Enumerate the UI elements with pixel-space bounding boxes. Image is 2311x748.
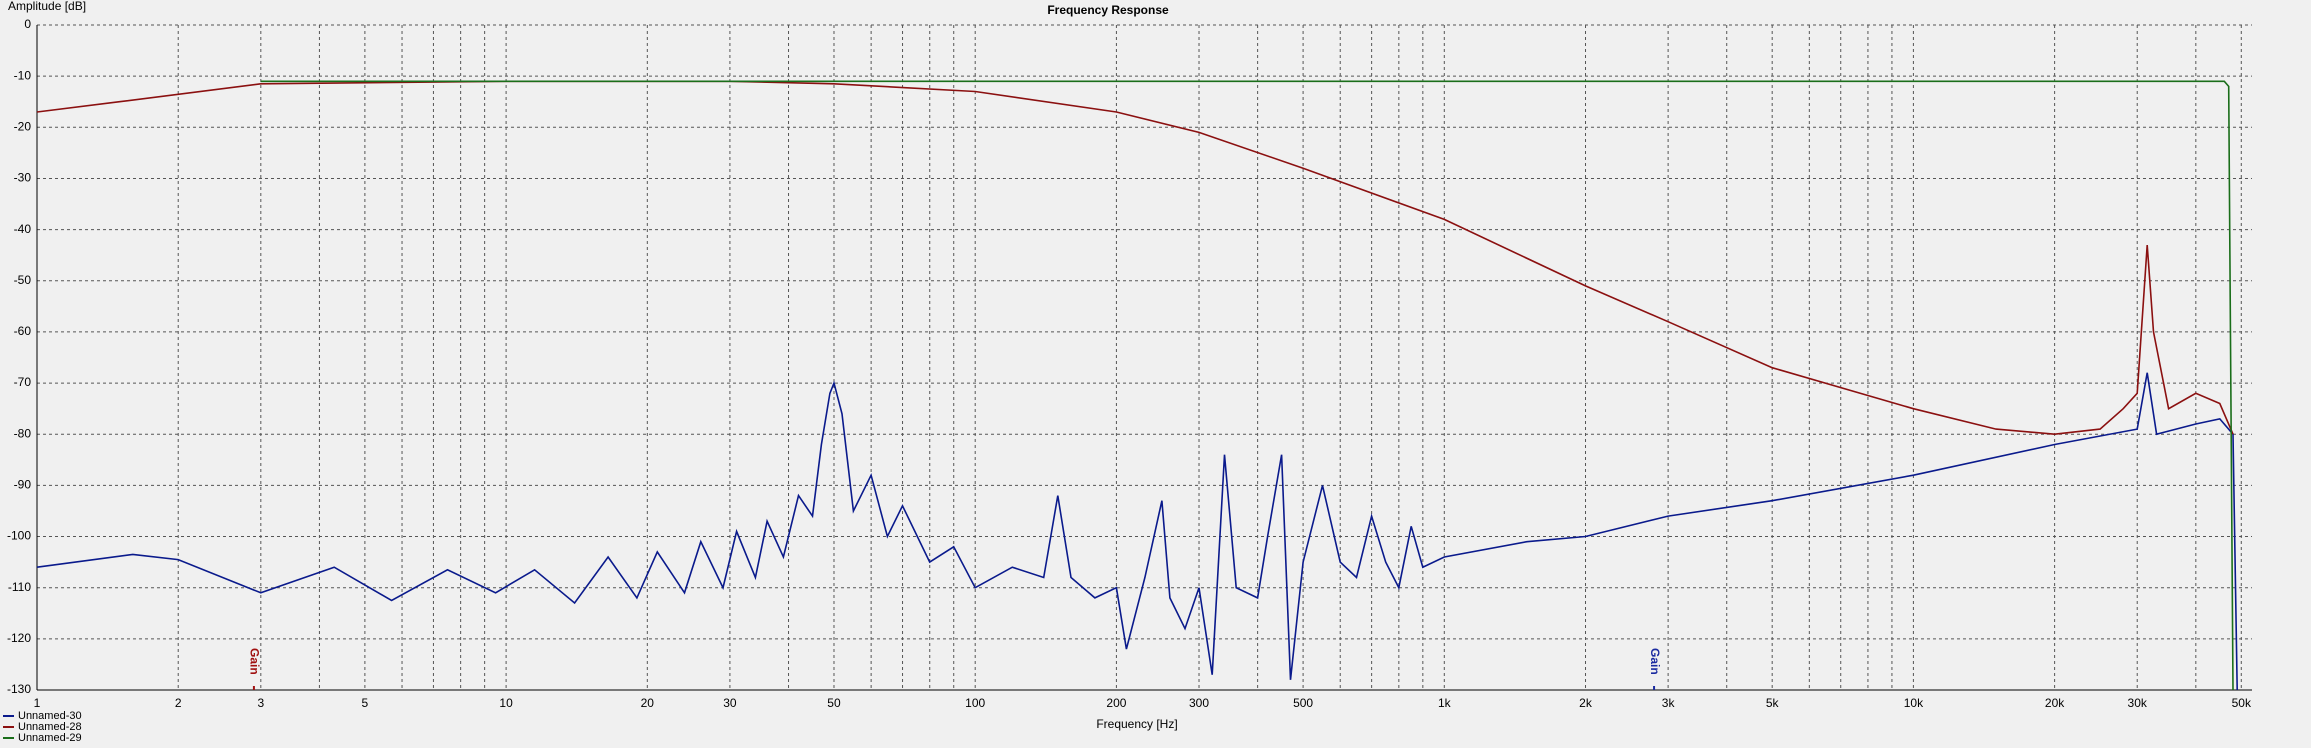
x-tick-label: 50 <box>827 696 841 710</box>
marker-label: Gain <box>1648 648 1662 675</box>
marker-label: Gain <box>248 648 262 675</box>
x-tick-label: 500 <box>1293 696 1313 710</box>
x-tick-label: 10k <box>1904 696 1924 710</box>
x-tick-label: 10 <box>499 696 513 710</box>
y-tick-label: -90 <box>14 478 32 492</box>
x-tick-label: 300 <box>1189 696 1209 710</box>
legend-label: Unnamed-28 <box>18 721 82 733</box>
legend-label: Unnamed-29 <box>18 732 82 743</box>
y-tick-label: -40 <box>14 222 32 236</box>
y-tick-label: -80 <box>14 426 32 440</box>
legend-label: Unnamed-30 <box>18 710 82 722</box>
y-tick-label: -70 <box>14 375 32 389</box>
y-tick-label: -100 <box>7 529 31 543</box>
x-tick-label: 5k <box>1766 696 1780 710</box>
x-tick-label: 1k <box>1438 696 1452 710</box>
x-tick-label: 30k <box>2128 696 2148 710</box>
y-tick-label: -60 <box>14 324 32 338</box>
x-tick-label: 2 <box>175 696 182 710</box>
x-tick-label: 200 <box>1106 696 1126 710</box>
x-tick-label: 50k <box>2232 696 2252 710</box>
y-tick-label: 0 <box>24 17 31 31</box>
x-axis-label: Frequency [Hz] <box>1096 717 1177 731</box>
y-tick-label: -20 <box>14 119 32 133</box>
x-tick-label: 30 <box>723 696 737 710</box>
y-tick-label: -130 <box>7 682 31 696</box>
y-tick-label: -30 <box>14 171 32 185</box>
x-tick-label: 100 <box>965 696 985 710</box>
x-tick-label: 3k <box>1662 696 1676 710</box>
series-line <box>36 372 2238 691</box>
y-tick-label: -50 <box>14 273 32 287</box>
x-tick-label: 2k <box>1579 696 1593 710</box>
x-tick-label: 3 <box>257 696 264 710</box>
x-tick-label: 20 <box>641 696 655 710</box>
y-tick-label: -10 <box>14 68 32 82</box>
x-tick-label: 5 <box>362 696 369 710</box>
series-line <box>260 80 2234 691</box>
plot-area <box>37 25 2252 690</box>
y-tick-label: -110 <box>8 580 31 594</box>
x-tick-label: 1 <box>34 696 41 710</box>
y-tick-label: -120 <box>7 631 31 645</box>
chart-title: Frequency Response <box>1047 3 1169 17</box>
y-axis-label: Amplitude [dB] <box>8 0 86 13</box>
x-tick-label: 20k <box>2045 696 2065 710</box>
